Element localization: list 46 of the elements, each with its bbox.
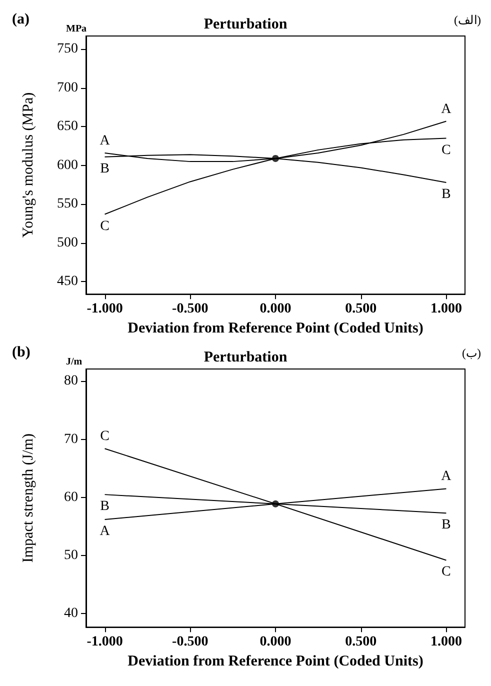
series-label: C — [100, 429, 110, 444]
series-label: B — [100, 161, 110, 176]
y-tick-label: 600 — [57, 158, 78, 173]
text: A — [441, 102, 452, 117]
text: J/m — [66, 356, 83, 368]
y-tick-label: 750 — [57, 42, 78, 57]
x-tick-label: -0.500 — [172, 302, 208, 317]
y-tick-label: 500 — [57, 235, 78, 250]
text: A — [100, 524, 110, 540]
x-tick-label: 1.000 — [430, 634, 462, 650]
x-axis-title: Deviation from Reference Point (Coded Units) — [128, 320, 424, 336]
y-tick-label: 700 — [57, 80, 78, 96]
x-axis-title: Deviation from Reference Point (Coded Units) — [128, 654, 424, 670]
y-axis-title: Impact strength (J/m) — [20, 433, 36, 563]
series-label: B — [100, 499, 110, 514]
text: MPa — [66, 24, 87, 34]
x-tick-label: 0.000 — [260, 302, 292, 317]
y-tick-label: 70 — [64, 432, 78, 447]
chart-title: Perturbation — [204, 16, 288, 32]
x-tick-label: -1.000 — [86, 634, 123, 650]
y-tick-label: 40 — [64, 606, 78, 622]
text: (الف) — [454, 13, 482, 27]
x-tick-label: 0.500 — [345, 634, 377, 650]
series-label: A — [100, 134, 111, 149]
y-tick-label: 60 — [64, 490, 78, 505]
series-label: A — [441, 469, 452, 484]
text: C — [100, 218, 110, 234]
text: B — [442, 186, 451, 202]
x-tick-label: 0.500 — [345, 302, 377, 317]
x-tick-label: 0.000 — [260, 634, 292, 650]
y-tick-label: 650 — [57, 119, 78, 134]
text: (ب) — [462, 346, 482, 360]
y-tick-label: 80 — [64, 374, 78, 389]
y-tick-label: 450 — [57, 274, 78, 290]
x-tick-label: -0.500 — [172, 634, 208, 650]
series-label: C — [442, 142, 451, 158]
y-tick-label: 550 — [57, 196, 78, 212]
text: C — [442, 564, 451, 580]
text: (b) — [12, 344, 30, 360]
y-axis-title: Young's modulus (MPa) — [20, 92, 36, 238]
x-tick-label: 1.000 — [430, 302, 462, 317]
chart-title: Perturbation — [204, 350, 288, 366]
y-tick-label: 50 — [64, 548, 78, 564]
text: B — [442, 518, 451, 533]
x-tick-label: -1.000 — [86, 302, 123, 317]
text: (a) — [12, 12, 30, 28]
